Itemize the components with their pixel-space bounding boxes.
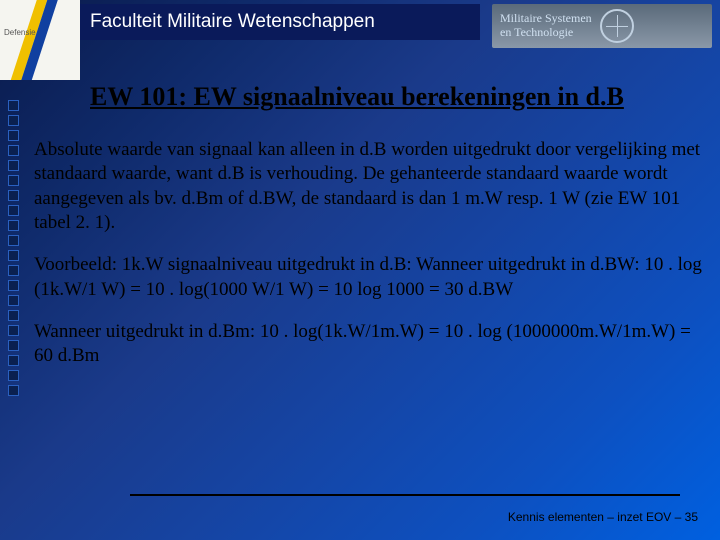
right-logo-plate: Militaire Systemen en Technologie xyxy=(492,4,712,48)
bullet-square xyxy=(8,385,19,396)
slide-body: Absolute waarde van signaal kan alleen i… xyxy=(34,138,702,387)
left-bullet-strip xyxy=(8,100,19,396)
bullet-square xyxy=(8,115,19,126)
bullet-square xyxy=(8,175,19,186)
compass-icon xyxy=(600,9,634,43)
bullet-square xyxy=(8,295,19,306)
slide-title: EW 101: EW signaalniveau berekeningen in… xyxy=(90,82,624,112)
slide-footer: Kennis elementen – inzet EOV – 35 xyxy=(508,510,698,524)
paragraph-2: Voorbeeld: 1k.W signaalniveau uitgedrukt… xyxy=(34,253,702,302)
paragraph-3: Wanneer uitgedrukt in d.Bm: 10 . log(1k.… xyxy=(34,320,702,369)
defensie-badge: Defensie xyxy=(0,0,80,80)
bullet-square xyxy=(8,100,19,111)
faculty-header-bar: Faculteit Militaire Wetenschappen xyxy=(80,4,480,40)
bullet-square xyxy=(8,325,19,336)
defensie-label: Defensie xyxy=(4,28,36,37)
bullet-square xyxy=(8,205,19,216)
bullet-square xyxy=(8,190,19,201)
bullet-square xyxy=(8,235,19,246)
bullet-square xyxy=(8,340,19,351)
right-logo-line2: en Technologie xyxy=(500,26,592,40)
paragraph-1: Absolute waarde van signaal kan alleen i… xyxy=(34,138,702,235)
bullet-square xyxy=(8,370,19,381)
bullet-square xyxy=(8,160,19,171)
bullet-square xyxy=(8,265,19,276)
right-logo-line1: Militaire Systemen xyxy=(500,12,592,26)
faculty-title: Faculteit Militaire Wetenschappen xyxy=(90,11,375,33)
badge-stripe xyxy=(3,0,65,80)
bullet-square xyxy=(8,280,19,291)
bullet-square xyxy=(8,250,19,261)
bullet-square xyxy=(8,145,19,156)
bullet-square xyxy=(8,130,19,141)
bullet-square xyxy=(8,220,19,231)
bottom-separator xyxy=(130,494,680,496)
right-logo-text: Militaire Systemen en Technologie xyxy=(500,12,592,40)
bullet-square xyxy=(8,355,19,366)
bullet-square xyxy=(8,310,19,321)
